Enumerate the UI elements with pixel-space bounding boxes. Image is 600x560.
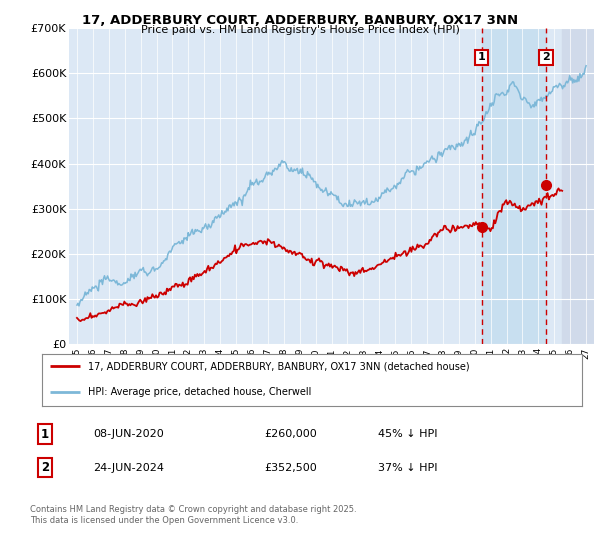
Text: 1: 1 (41, 427, 49, 441)
Text: £352,500: £352,500 (264, 463, 317, 473)
Text: 17, ADDERBURY COURT, ADDERBURY, BANBURY, OX17 3NN: 17, ADDERBURY COURT, ADDERBURY, BANBURY,… (82, 14, 518, 27)
Text: 2: 2 (41, 461, 49, 474)
Text: £260,000: £260,000 (264, 429, 317, 439)
Text: 17, ADDERBURY COURT, ADDERBURY, BANBURY, OX17 3NN (detached house): 17, ADDERBURY COURT, ADDERBURY, BANBURY,… (88, 361, 470, 371)
Bar (562, 28, 594, 344)
Text: 1: 1 (478, 53, 485, 62)
Text: HPI: Average price, detached house, Cherwell: HPI: Average price, detached house, Cher… (88, 387, 311, 397)
Text: 24-JUN-2024: 24-JUN-2024 (93, 463, 164, 473)
Text: 2: 2 (542, 53, 550, 62)
Text: 45% ↓ HPI: 45% ↓ HPI (378, 429, 437, 439)
Text: 37% ↓ HPI: 37% ↓ HPI (378, 463, 437, 473)
Bar (562, 28, 594, 344)
Bar (482, 28, 546, 344)
Text: 08-JUN-2020: 08-JUN-2020 (93, 429, 164, 439)
Text: Price paid vs. HM Land Registry's House Price Index (HPI): Price paid vs. HM Land Registry's House … (140, 25, 460, 35)
Text: Contains HM Land Registry data © Crown copyright and database right 2025.
This d: Contains HM Land Registry data © Crown c… (30, 505, 356, 525)
